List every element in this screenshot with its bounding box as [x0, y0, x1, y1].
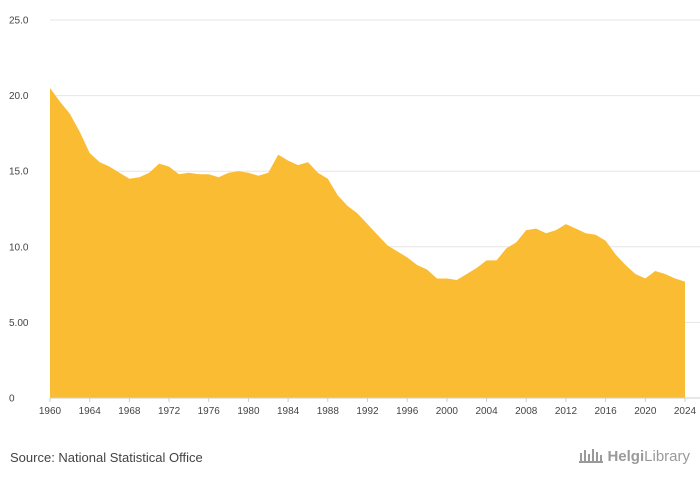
- source-note: Source: National Statistical Office: [10, 450, 203, 465]
- y-tick-label: 0: [9, 394, 15, 405]
- x-tick-label: 2004: [475, 406, 498, 417]
- x-tick-label: 1980: [237, 406, 260, 417]
- y-tick-label: 20.0: [9, 91, 29, 102]
- x-tick-label: 1968: [118, 406, 141, 417]
- area-series-fill: [50, 88, 685, 398]
- y-axis-ticks: 0 5.00 10.0 15.0 20.0 25.0: [9, 16, 29, 405]
- logo-text-library: Library: [644, 447, 690, 465]
- x-tick-label: 1976: [198, 406, 221, 417]
- x-tick-label: 2008: [515, 406, 538, 417]
- x-tick-label: 1996: [396, 406, 419, 417]
- helgilibrary-logo[interactable]: Helgi Library: [578, 447, 690, 465]
- x-tick-label: 2024: [674, 406, 697, 417]
- y-tick-label: 15.0: [9, 167, 29, 178]
- x-tick-label: 1992: [356, 406, 379, 417]
- x-tick-label: 1984: [277, 406, 300, 417]
- x-tick-label: 1972: [158, 406, 181, 417]
- y-tick-label: 10.0: [9, 242, 29, 253]
- x-tick-label: 1964: [79, 406, 102, 417]
- area-series: [50, 88, 685, 399]
- y-tick-label: 25.0: [9, 16, 29, 27]
- y-tick-label: 5.00: [9, 318, 29, 329]
- library-logo-icon: [579, 449, 604, 463]
- x-tick-label: 2000: [436, 406, 459, 417]
- x-axis-ticks: 1960 1964 1968 1972 1976 1980 1984 1988 1992 1996…: [39, 398, 697, 417]
- x-tick-label: 1960: [39, 406, 62, 417]
- x-tick-label: 2020: [634, 406, 657, 417]
- logo-text-helgi: Helgi: [607, 447, 645, 465]
- x-tick-label: 2016: [595, 406, 618, 417]
- x-tick-label: 1988: [317, 406, 340, 417]
- x-tick-label: 2012: [555, 406, 578, 417]
